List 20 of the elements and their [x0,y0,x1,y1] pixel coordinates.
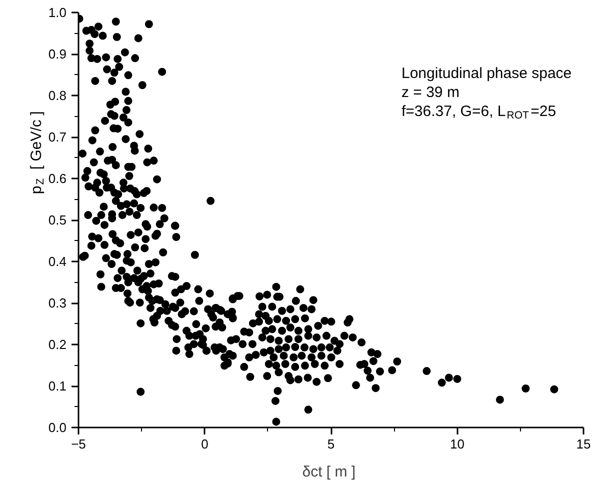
y-tick-label: 0.8 [48,88,67,103]
x-tick-label: −5 [71,436,86,452]
x-axis-title: δct [ m ] [302,464,356,480]
y-tick-label: 0.6 [48,171,67,186]
x-tick-label: 10 [450,436,464,452]
y-tick-label: 0.4 [48,254,67,269]
x-tick-label: 5 [327,436,335,452]
x-tick-label: 0 [201,436,208,452]
y-tick-label: 0.0 [48,420,67,435]
y-tick-label: 0.3 [48,296,67,310]
annotation: Longitudinal phase space [402,65,572,82]
annotation: z = 39 m [402,84,460,101]
y-tick-label: 0.5 [48,212,67,228]
x-tick-label: 15 [576,436,591,452]
y-tick-label: 0.1 [48,378,67,394]
y-tick-label: 0.7 [48,130,67,144]
y-tick-label: 0.9 [48,46,67,62]
y-tick-label: 1.0 [48,5,67,20]
y-tick-label: 0.2 [48,337,67,352]
y-axis-title: pZ [ GeV/c ] [28,111,46,194]
